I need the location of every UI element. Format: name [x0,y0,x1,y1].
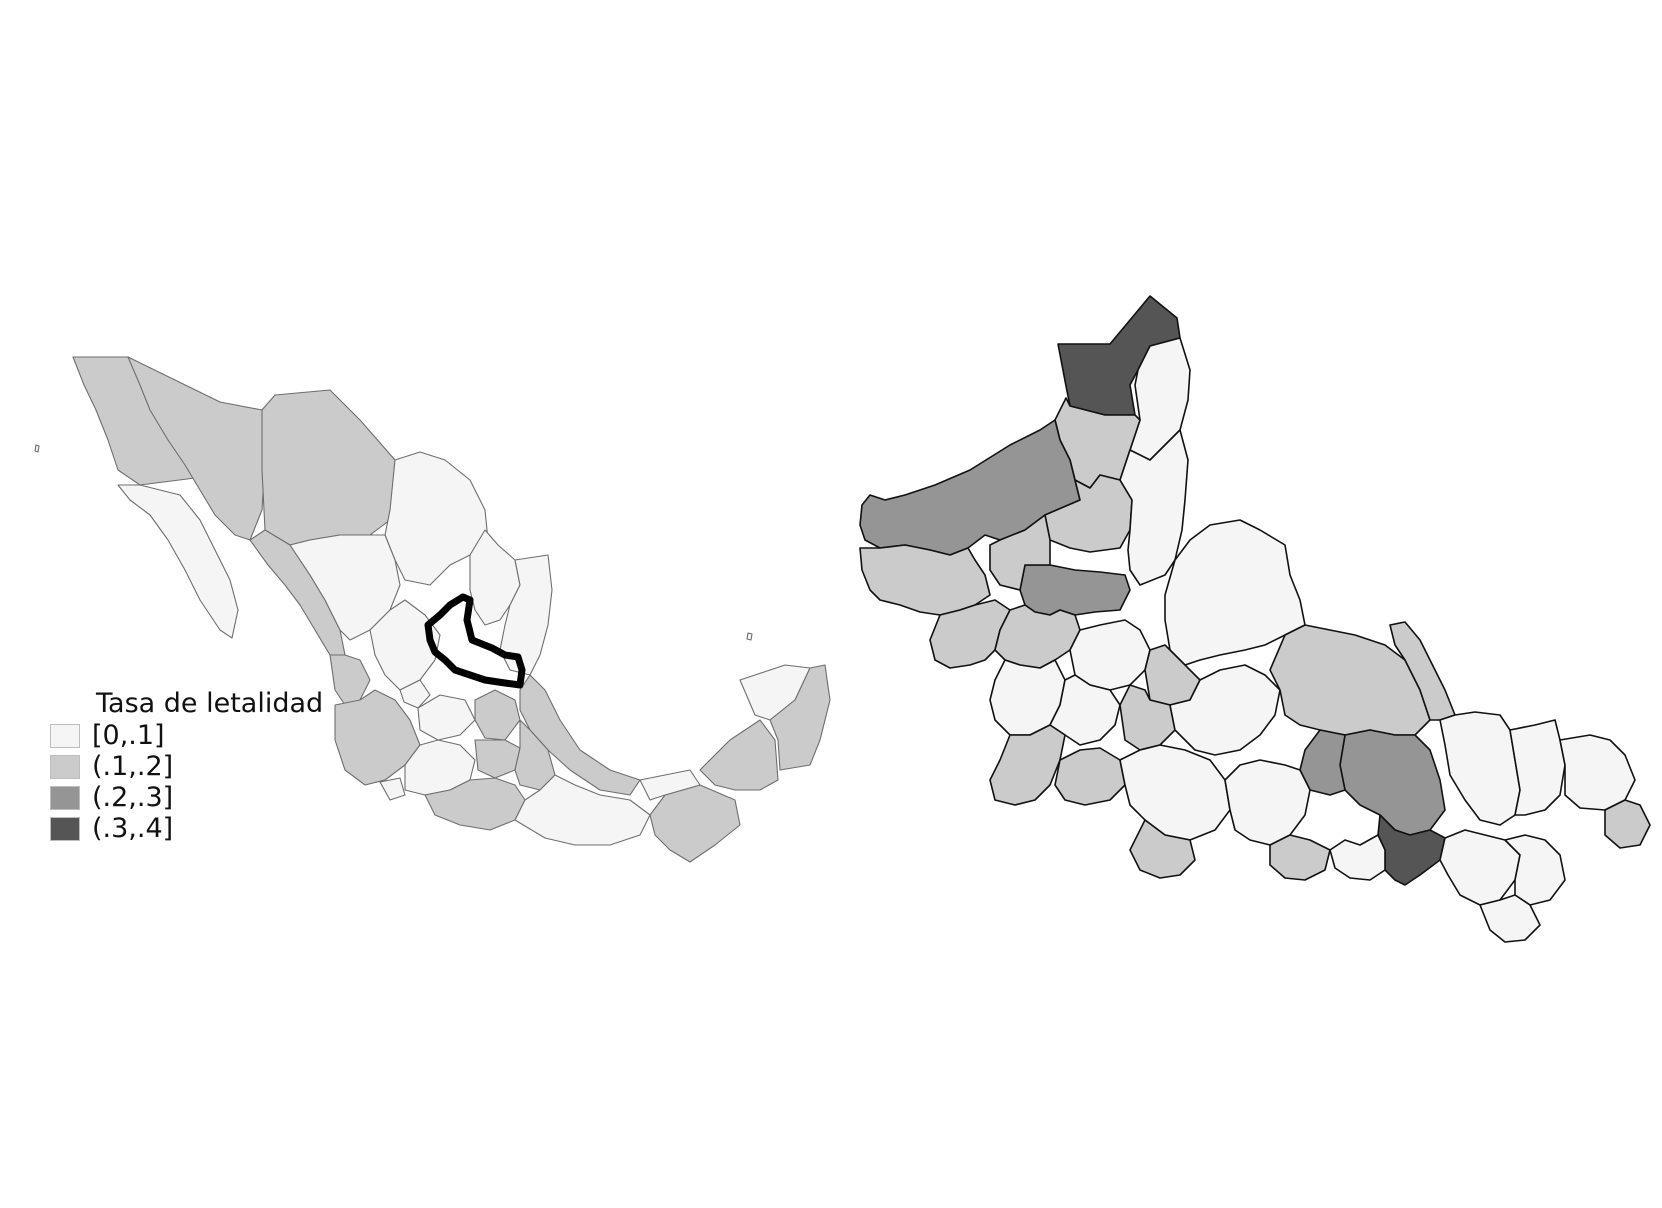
municipality-region [1479,894,1541,943]
state-region [329,654,371,706]
legend-label: (.1,.2] [92,751,174,782]
municipality-region [1119,744,1231,841]
state-region [399,679,431,709]
municipality-region [1019,564,1131,616]
municipality-region [1069,619,1151,691]
legend-item: (.2,.3] [50,782,330,813]
municipality-region [989,514,1051,591]
municipality-region [1224,759,1311,846]
municipality-region [989,724,1066,806]
municipality-region [1119,429,1189,586]
municipality-region [1439,829,1521,906]
legend-item: (.1,.2] [50,751,330,782]
state-region [699,719,779,791]
state-region [369,599,441,691]
mexico-map [34,356,831,863]
state-region [404,739,476,796]
municipality-region [1504,834,1566,906]
municipality-region [859,544,991,616]
municipality-region [1054,747,1126,806]
slp-highlight-outline [424,593,526,689]
municipality-region [1604,799,1651,849]
municipality-region [1129,819,1196,879]
municipality-region [1169,664,1281,756]
municipality-region [1559,734,1636,811]
island [34,444,40,453]
municipality-region [994,604,1081,669]
municipality-region [1439,711,1521,826]
legend-swatch [50,785,80,810]
legend-label: (.2,.3] [92,782,174,813]
island [746,632,753,641]
slp-municipal-map [859,295,1651,943]
state-region [379,777,406,801]
legend-item: [0,.1] [50,720,330,751]
state-region [261,389,396,546]
state-region [639,769,701,801]
municipality-region [1269,834,1331,881]
state-region [769,664,831,771]
legend: Tasa de letalidad [0,.1] (.1,.2] (.2,.3] (.… [50,688,330,844]
legend-swatch [50,723,80,748]
state-region [474,739,521,779]
municipality-region [1329,834,1386,881]
legend-label: (.3,.4] [92,813,174,844]
state-region [519,674,641,796]
state-region [289,534,401,641]
municipality-region [1509,719,1566,816]
state-region [649,784,741,863]
state-region [417,694,476,741]
legend-label: [0,.1] [92,720,165,751]
state-region [514,774,651,846]
state-region [474,689,521,741]
legend-swatch [50,816,80,841]
municipality-region [1339,729,1446,836]
municipality-region [1299,729,1346,796]
legend-title: Tasa de letalidad [96,688,324,719]
legend-swatch [50,754,80,779]
legend-item: (.3,.4] [50,813,330,844]
state-region [117,484,239,639]
